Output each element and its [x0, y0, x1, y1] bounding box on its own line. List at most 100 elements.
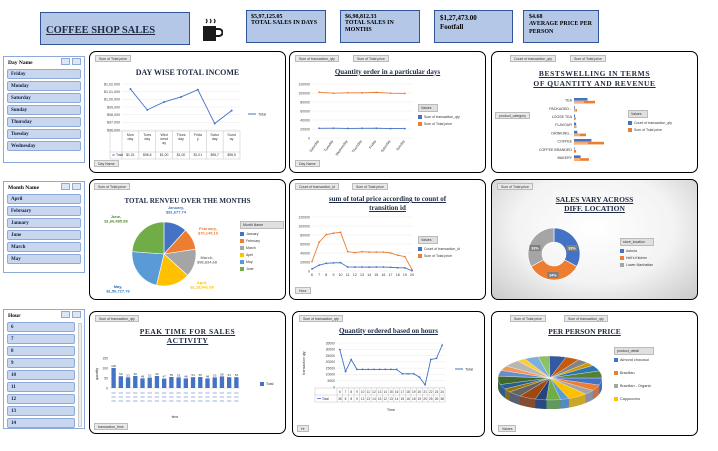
- slicer-item[interactable]: February: [7, 206, 81, 216]
- slicer-item[interactable]: 8: [7, 346, 75, 356]
- data-point: [411, 268, 413, 271]
- month-name-slicer[interactable]: Month Name April February January June M…: [3, 181, 85, 273]
- store-location-filter[interactable]: store_location: [620, 238, 654, 246]
- field-chip[interactable]: Sum of Total price: [95, 55, 131, 62]
- bar-count: [574, 155, 581, 158]
- slicer-item[interactable]: May: [7, 254, 81, 264]
- product-category-filter[interactable]: product_category: [495, 112, 531, 119]
- y-tick-label: 40000: [300, 118, 310, 122]
- field-chip[interactable]: Sum of transaction_qty: [95, 315, 139, 322]
- field-chip[interactable]: Count of transaction_qty: [510, 55, 556, 62]
- table-value: $98,6: [143, 153, 152, 157]
- qty-hours-line-chart: 3500030000250002000015000100005000063576…: [302, 341, 473, 412]
- pie-label-name: May,: [114, 284, 123, 289]
- hour-filter-button[interactable]: Hr: [297, 425, 309, 432]
- day-name-filter-button[interactable]: Day Name: [94, 160, 119, 167]
- table-value: 18: [412, 397, 416, 401]
- transaction-time-filter[interactable]: transaction_time: [94, 423, 128, 430]
- slicer-item[interactable]: 6: [7, 322, 75, 332]
- field-chip[interactable]: Sum of Total price: [510, 315, 546, 322]
- clear-filter-icon[interactable]: [72, 183, 81, 190]
- slicer-item[interactable]: January: [7, 218, 81, 228]
- clear-filter-icon[interactable]: [72, 311, 81, 318]
- y-tick-label: 120000: [298, 215, 310, 219]
- multi-select-icon[interactable]: [61, 183, 70, 190]
- bar-count: [574, 98, 588, 101]
- slicer-item[interactable]: Friday: [7, 69, 81, 79]
- pie-label-value: $1,18,941.08: [190, 285, 214, 290]
- field-chip[interactable]: Sum of transaction_qty: [295, 55, 339, 62]
- slicer-item[interactable]: 10: [7, 370, 75, 380]
- field-chip[interactable]: Count of transaction_id: [295, 183, 339, 190]
- data-table: [109, 130, 241, 160]
- data-point: [367, 368, 370, 371]
- monthly-revenue-card[interactable]: Sum of Total price TOTAL RENVEU OVER THE…: [89, 179, 286, 300]
- bar-count: [574, 130, 578, 134]
- bar: [147, 377, 152, 388]
- quantity-hours-card[interactable]: Sum of transaction_qty Quantity ordered …: [292, 311, 485, 437]
- x-category-label: 16: [395, 390, 399, 394]
- data-point: [339, 261, 342, 264]
- per-person-price-card[interactable]: Sum of Total price Sum of transaction_qt…: [491, 311, 698, 436]
- bar-value-label: 52: [148, 374, 152, 378]
- peak-time-card[interactable]: Sum of transaction_qty PEAK TIME FOR SAL…: [89, 311, 286, 434]
- table-value: 8: [350, 397, 352, 401]
- day-name-filter-button[interactable]: Day Name: [295, 160, 320, 167]
- slicer-item[interactable]: 7: [7, 334, 75, 344]
- clear-filter-icon[interactable]: [72, 58, 81, 65]
- data-point: [389, 252, 392, 254]
- multi-select-icon[interactable]: [61, 311, 70, 318]
- x-tick-label: 13: [360, 273, 364, 277]
- field-chip[interactable]: Sum of Total price: [497, 183, 533, 190]
- slicer-scrollbar[interactable]: [78, 323, 82, 427]
- location-sales-card[interactable]: Sum of Total price SALES VARY ACROSS DIF…: [491, 179, 698, 300]
- y-category-label: COFFEE: [557, 140, 572, 144]
- slicer-item[interactable]: April: [7, 194, 81, 204]
- field-chip[interactable]: Sum of Total price: [353, 55, 389, 62]
- field-chip[interactable]: Sum of Total price: [570, 55, 606, 62]
- slicer-item[interactable]: Sunday: [7, 105, 81, 115]
- bestselling-card[interactable]: Count of transaction_qty Sum of Total pr…: [491, 51, 698, 173]
- slicer-item[interactable]: 13: [7, 406, 75, 416]
- quantity-per-day-card[interactable]: Sum of transaction_qty Sum of Total pric…: [289, 51, 486, 173]
- slicer-item[interactable]: Thursday: [7, 117, 81, 127]
- slicer-item[interactable]: March: [7, 242, 81, 252]
- hour-filter-button[interactable]: Hour: [295, 287, 311, 294]
- slicer-item[interactable]: 12: [7, 394, 75, 404]
- day-wise-income-card[interactable]: Sum of Total price DAY WISE TOTAL INCOME…: [89, 51, 286, 173]
- values-filter-button[interactable]: Values: [498, 425, 517, 432]
- bar: [162, 378, 167, 388]
- month-name-filter-button[interactable]: Month Name: [240, 221, 284, 229]
- price-count-card[interactable]: Count of transaction_id Sum of Total pri…: [289, 179, 486, 300]
- table-value: 35: [338, 397, 342, 401]
- donut-label: 33%: [531, 246, 539, 250]
- slicer-item[interactable]: Monday: [7, 81, 81, 91]
- data-point: [361, 127, 363, 130]
- pie-slice-4: [131, 251, 165, 286]
- field-chip[interactable]: Sum of transaction_qty: [564, 315, 608, 322]
- y-tick-label: 60000: [300, 109, 310, 113]
- slicer-item[interactable]: 9: [7, 358, 75, 368]
- field-chip[interactable]: Sum of Total price: [94, 183, 130, 190]
- day-name-slicer[interactable]: Day Name Friday Monday Saturday Sunday T…: [3, 56, 85, 163]
- slicer-item[interactable]: 14: [7, 418, 75, 428]
- multi-select-icon[interactable]: [61, 58, 70, 65]
- donut-label: 33%: [568, 246, 576, 250]
- x-category-label: Friday: [368, 139, 377, 149]
- field-chip[interactable]: Sum of Total price: [352, 183, 388, 190]
- hour-slicer[interactable]: Hour 6 7 8 9 10 11 12 13 14: [3, 309, 85, 429]
- table-value: 12: [361, 397, 365, 401]
- field-chip[interactable]: Sum of transaction_qty: [299, 315, 343, 322]
- bar-count: [574, 139, 592, 142]
- slicer-item[interactable]: June: [7, 230, 81, 240]
- slicer-item[interactable]: Tuesday: [7, 129, 81, 139]
- bar: [227, 377, 232, 388]
- bar-pattern: [580, 101, 582, 103]
- slicer-item[interactable]: 11: [7, 382, 75, 392]
- product-detail-filter[interactable]: product_detail: [614, 347, 654, 355]
- pie-side-7: [520, 395, 536, 409]
- slicer-item[interactable]: Wednesday: [7, 141, 81, 151]
- table-value: $1,00: [160, 153, 169, 157]
- slicer-item[interactable]: Saturday: [7, 93, 81, 103]
- table-value: 15: [401, 397, 405, 401]
